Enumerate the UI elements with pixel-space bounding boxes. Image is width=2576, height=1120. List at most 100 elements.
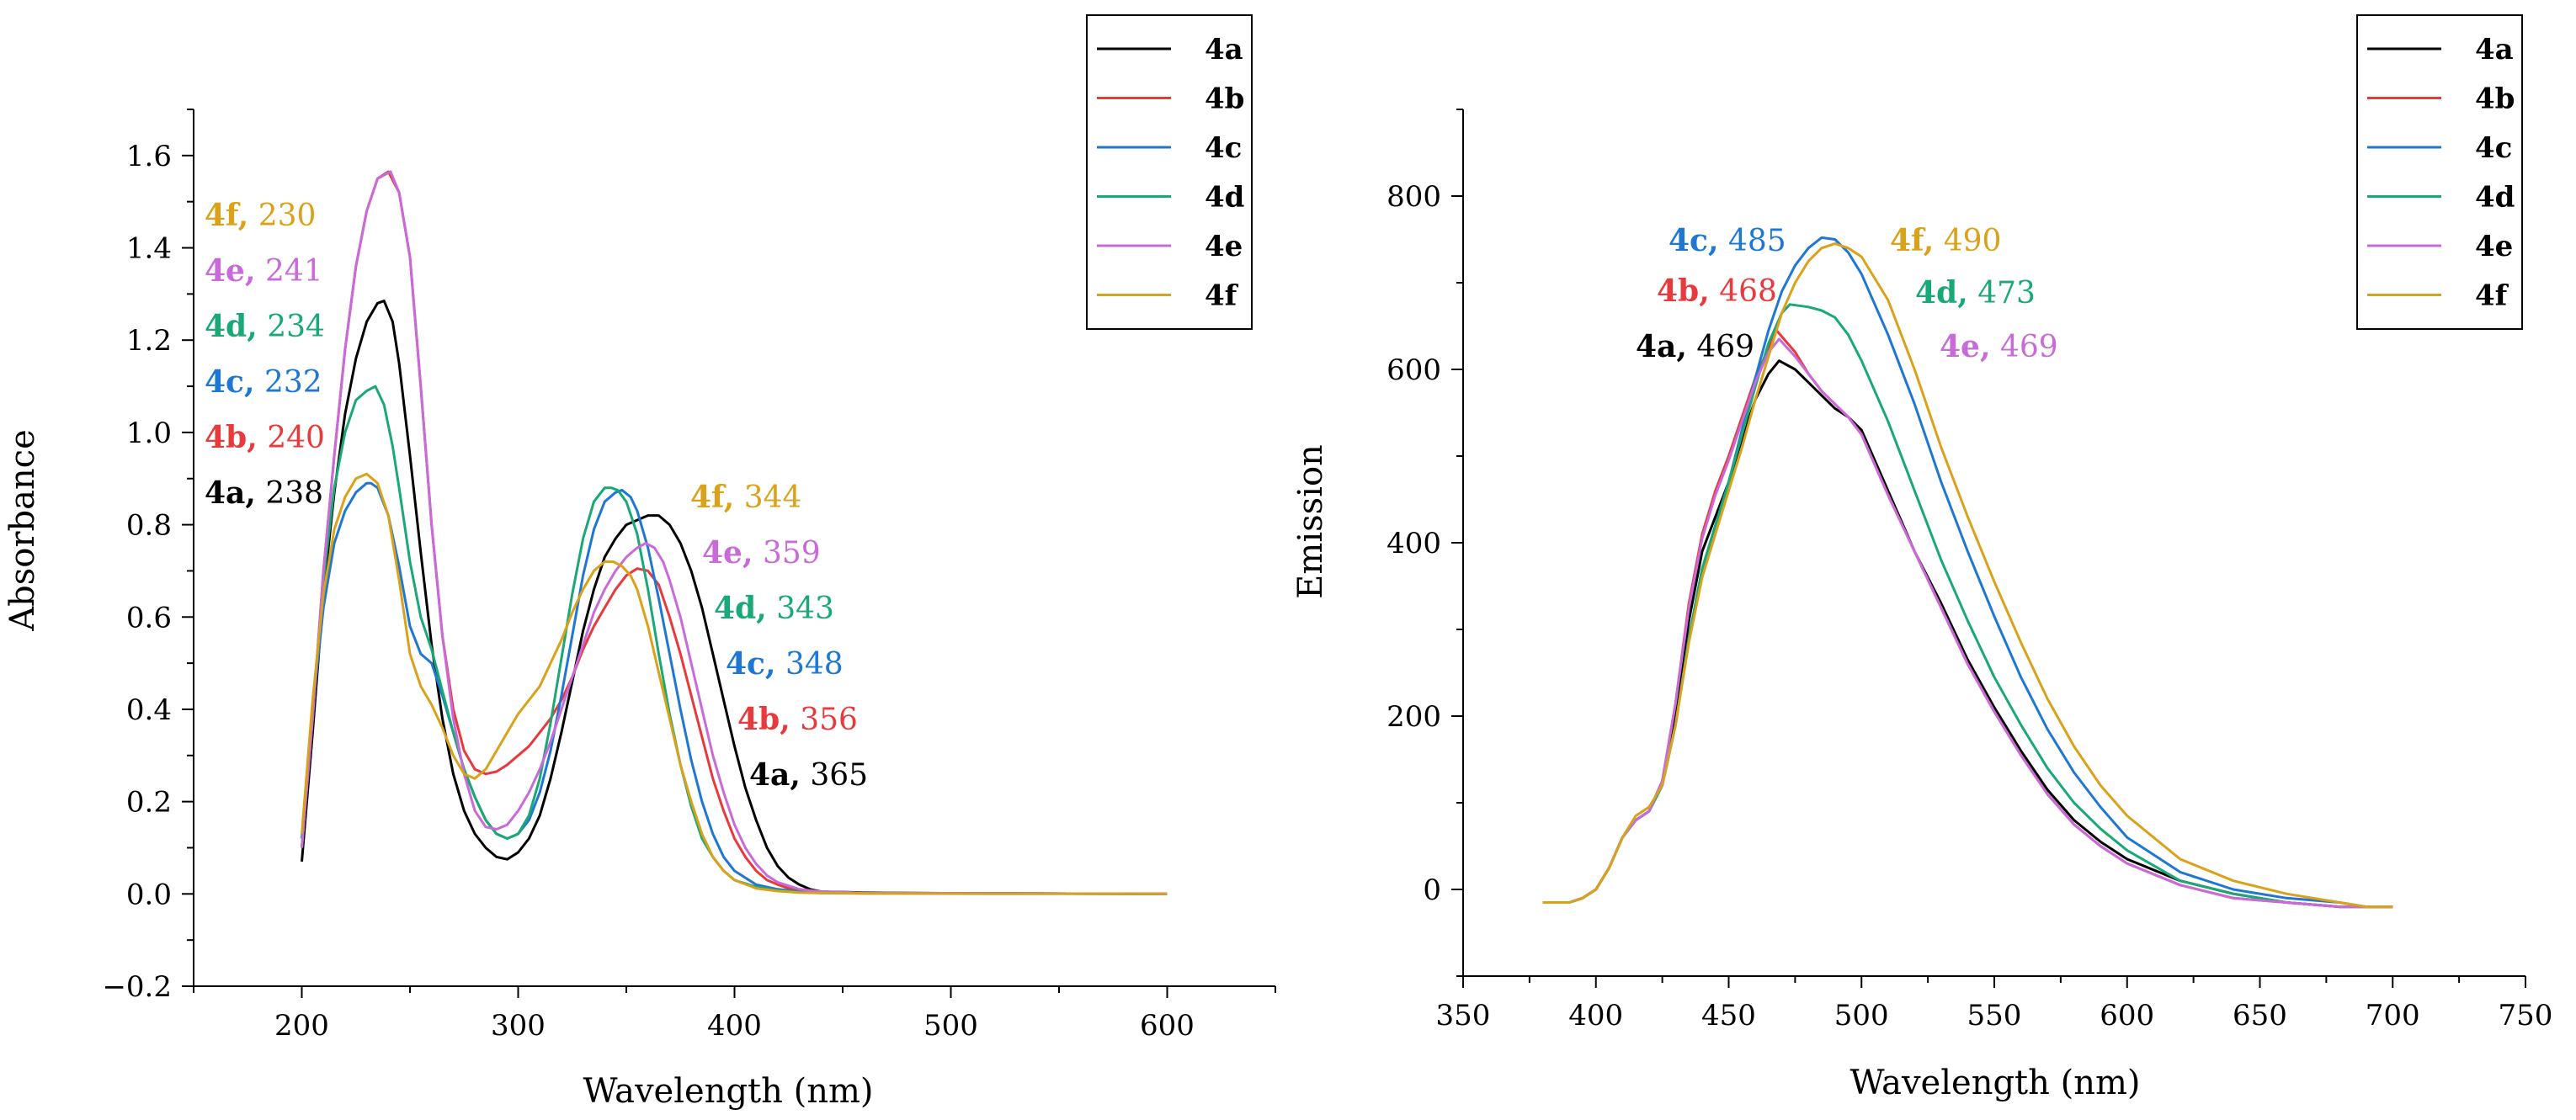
y-tick-label: 200 bbox=[1386, 700, 1441, 734]
peak-annotation-label: 4f, bbox=[690, 480, 734, 515]
peak-annotation-value: 232 bbox=[255, 365, 322, 400]
x-axis-title: Wavelength (nm) bbox=[1850, 1064, 2140, 1102]
peak-annotation-value: 240 bbox=[258, 421, 325, 455]
peak-annotation-4f: 4f, 490 bbox=[1890, 223, 2001, 258]
peak-annotation-value: 348 bbox=[776, 647, 844, 682]
series-line-4f bbox=[301, 472, 1168, 895]
peak-annotation-4f: 4f, 230 bbox=[205, 198, 316, 233]
legend-label-4d: 4d bbox=[1205, 181, 1244, 215]
peak-annotation-4a: 4a, 365 bbox=[749, 757, 868, 793]
legend-label-4b: 4b bbox=[2475, 82, 2515, 116]
peak-annotation-value: 473 bbox=[1968, 276, 2036, 311]
x-tick-label: 200 bbox=[274, 1009, 329, 1043]
x-tick-label: 600 bbox=[2100, 999, 2154, 1032]
peak-annotation-4a: 4a, 238 bbox=[205, 475, 323, 511]
peak-annotation-label: 4c, bbox=[1669, 223, 1719, 258]
peak-annotation-4a: 4a, 469 bbox=[1636, 329, 1754, 364]
legend-box bbox=[2356, 14, 2523, 330]
peak-annotation-4d: 4d, 343 bbox=[714, 591, 834, 626]
peak-annotation-4e: 4e, 469 bbox=[1940, 329, 2058, 364]
peak-annotation-label: 4d, bbox=[714, 591, 767, 626]
y-tick-label: 600 bbox=[1386, 353, 1441, 387]
y-tick-label: 800 bbox=[1386, 180, 1441, 214]
peak-annotation-value: 356 bbox=[790, 703, 858, 737]
peak-annotation-label: 4b, bbox=[205, 420, 258, 455]
peak-annotation-label: 4c, bbox=[726, 646, 776, 682]
y-tick-label: 0.2 bbox=[126, 786, 172, 820]
peak-annotation-label: 4a, bbox=[1636, 329, 1687, 364]
legend: 4a 4b 4c 4d 4e 4f bbox=[1086, 14, 1253, 330]
series-line-4f bbox=[1542, 242, 2393, 909]
peak-annotation-value: 234 bbox=[258, 310, 325, 344]
legend: 4a 4b 4c 4d 4e 4f bbox=[2356, 14, 2523, 330]
y-tick-label: 400 bbox=[1386, 527, 1441, 560]
legend-label-4e: 4e bbox=[1205, 230, 1243, 263]
legend-label-4b: 4b bbox=[1205, 82, 1244, 116]
peak-annotation-label: 4b, bbox=[1657, 273, 1710, 309]
peak-annotation-value: 344 bbox=[734, 480, 801, 515]
absorbance-chart: 200 300 400 500 600 −0.2 0.0 0.2 0.4 0.6 0.8 1.0 1.2… bbox=[3, 14, 1276, 1111]
peak-annotation-label: 4d, bbox=[205, 309, 258, 344]
peak-annotation-label: 4e, bbox=[702, 535, 753, 571]
peak-annotation-4b: 4b, 468 bbox=[1657, 273, 1777, 309]
peak-annotation-label: 4f, bbox=[1890, 223, 1934, 258]
peak-annotation-4c: 4c, 232 bbox=[205, 364, 322, 400]
y-tick-label: 0.6 bbox=[126, 601, 172, 634]
y-tick-label: 1.6 bbox=[126, 140, 172, 173]
y-tick-label: 1.4 bbox=[126, 232, 172, 266]
x-tick-label: 650 bbox=[2233, 999, 2287, 1032]
peak-annotation-value: 490 bbox=[1934, 224, 2001, 258]
y-tick-label: 0.0 bbox=[126, 878, 172, 911]
peak-annotation-value: 469 bbox=[1991, 330, 2058, 364]
legend-label-4e: 4e bbox=[2475, 230, 2513, 263]
legend-label-4f: 4f bbox=[1205, 279, 1239, 313]
y-tick-label: −0.2 bbox=[102, 970, 172, 1004]
peak-annotation-value: 365 bbox=[801, 758, 868, 793]
x-tick-label: 550 bbox=[1967, 999, 2022, 1032]
x-tick-label: 400 bbox=[707, 1009, 762, 1043]
peak-annotation-label: 4f, bbox=[205, 198, 248, 233]
x-tick-label: 500 bbox=[1834, 999, 1889, 1032]
series-line-4e bbox=[301, 170, 1168, 895]
peak-annotation-value: 359 bbox=[753, 536, 821, 571]
peak-annotation-value: 468 bbox=[1710, 274, 1777, 309]
peak-annotation-label: 4d, bbox=[1915, 275, 1968, 311]
y-tick-label: 1.2 bbox=[126, 324, 172, 358]
series-line-4a bbox=[301, 300, 1168, 895]
legend-box bbox=[1086, 14, 1253, 330]
peak-annotation-4d: 4d, 234 bbox=[205, 309, 325, 344]
peak-annotation-4d: 4d, 473 bbox=[1915, 275, 2036, 311]
peak-annotation-value: 241 bbox=[256, 254, 323, 289]
x-tick-label: 300 bbox=[491, 1009, 546, 1043]
peak-annotation-label: 4c, bbox=[205, 364, 255, 400]
peak-annotation-4b: 4b, 240 bbox=[205, 420, 325, 455]
peak-annotation-label: 4a, bbox=[749, 757, 801, 793]
y-axis-title: Emission bbox=[1291, 444, 1330, 599]
y-axis-title: Absorbance bbox=[3, 429, 42, 632]
peak-annotation-label: 4b, bbox=[737, 702, 790, 737]
x-tick-label: 400 bbox=[1568, 999, 1623, 1032]
peak-annotation-4c: 4c, 485 bbox=[1669, 223, 1786, 258]
legend-label-4c: 4c bbox=[2475, 131, 2512, 165]
peak-annotation-value: 343 bbox=[767, 592, 834, 626]
y-tick-label: 0 bbox=[1423, 873, 1441, 907]
peak-annotation-4e: 4e, 359 bbox=[702, 535, 821, 571]
legend-label-4f: 4f bbox=[2475, 279, 2509, 313]
x-axis-title: Wavelength (nm) bbox=[583, 1072, 873, 1111]
peak-annotation-value: 485 bbox=[1719, 224, 1786, 258]
y-tick-label: 0.8 bbox=[126, 509, 172, 543]
peak-annotation-label: 4e, bbox=[1940, 329, 1991, 364]
peak-annotation-4c: 4c, 348 bbox=[726, 646, 844, 682]
legend-label-4c: 4c bbox=[1205, 131, 1242, 165]
legend-label-4a: 4a bbox=[1205, 33, 1243, 66]
x-tick-label: 500 bbox=[923, 1009, 978, 1043]
emission-chart: 350 400 450 500 550 600 650 700 750 0 200 400 600 800… bbox=[1291, 14, 2552, 1102]
x-tick-label: 600 bbox=[1140, 1009, 1195, 1043]
x-tick-label: 350 bbox=[1436, 999, 1491, 1032]
peak-annotation-4f: 4f, 344 bbox=[690, 480, 801, 515]
legend-label-4a: 4a bbox=[2475, 33, 2514, 66]
legend-label-4d: 4d bbox=[2475, 181, 2515, 215]
y-tick-label: 1.0 bbox=[126, 417, 172, 450]
y-tick-label: 0.4 bbox=[126, 693, 172, 727]
